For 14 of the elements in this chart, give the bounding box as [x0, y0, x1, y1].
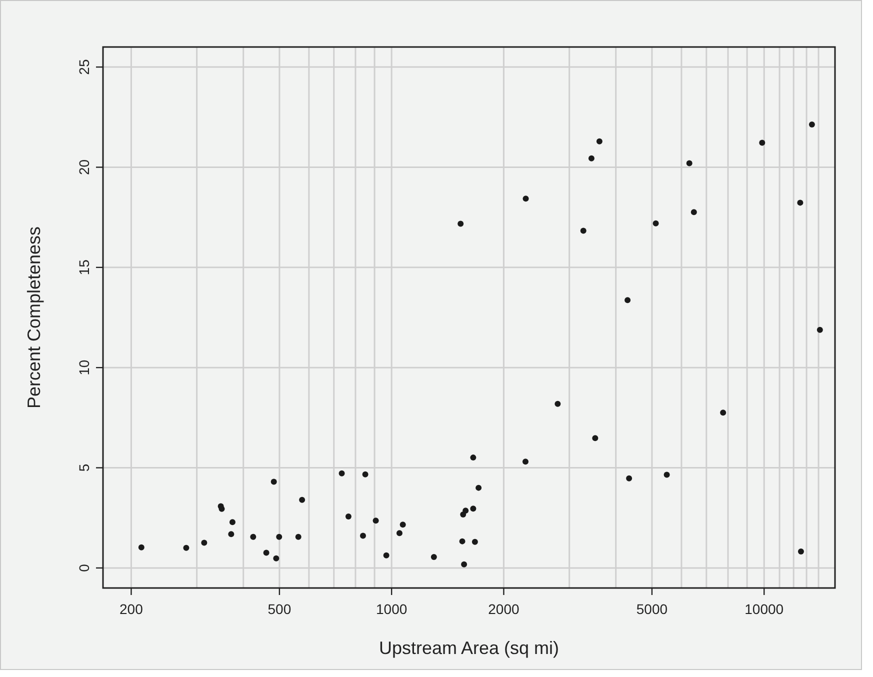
x-tick-label: 10000: [744, 601, 784, 617]
x-axis-title: Upstream Area (sq mi): [378, 638, 560, 658]
x-tick-label: 5000: [636, 601, 668, 617]
y-tick-label: 10: [76, 360, 92, 376]
y-axis-title: Percent Completeness: [24, 226, 44, 409]
y-tick-label: 0: [76, 564, 92, 572]
x-tick-label: 500: [268, 601, 292, 617]
y-tick-label: 20: [76, 159, 92, 176]
x-tick-label: 200: [120, 601, 144, 617]
x-tick-label: 1000: [376, 601, 408, 617]
y-tick-label: 25: [76, 59, 92, 75]
x-tick-label: 2000: [488, 601, 520, 617]
y-tick-label: 5: [76, 464, 92, 472]
y-tick-label: 15: [76, 259, 92, 276]
